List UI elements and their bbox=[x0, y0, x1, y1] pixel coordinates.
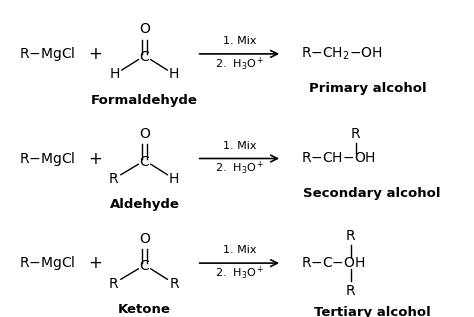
Text: C: C bbox=[140, 155, 149, 169]
Text: R$-$CH$-$OH: R$-$CH$-$OH bbox=[301, 152, 376, 165]
Text: C: C bbox=[140, 50, 149, 64]
Text: O: O bbox=[139, 23, 150, 36]
Text: R: R bbox=[109, 277, 118, 291]
Text: R$-$CH$_2$$-$OH: R$-$CH$_2$$-$OH bbox=[301, 46, 383, 62]
Text: $+$: $+$ bbox=[88, 150, 102, 167]
Text: R: R bbox=[351, 127, 360, 141]
Text: Primary alcohol: Primary alcohol bbox=[309, 82, 426, 95]
Text: 1. Mix: 1. Mix bbox=[223, 245, 256, 255]
Text: Secondary alcohol: Secondary alcohol bbox=[303, 187, 441, 200]
Text: R: R bbox=[346, 284, 356, 298]
Text: 1. Mix: 1. Mix bbox=[223, 140, 256, 151]
Text: 2.  H$_3$O$^+$: 2. H$_3$O$^+$ bbox=[215, 55, 264, 73]
Text: R: R bbox=[169, 277, 179, 291]
Text: H: H bbox=[169, 172, 179, 186]
Text: Aldehyde: Aldehyde bbox=[109, 198, 180, 211]
Text: O: O bbox=[139, 232, 150, 246]
Text: C: C bbox=[140, 259, 149, 273]
Text: O: O bbox=[139, 127, 150, 141]
Text: R$-$MgCl: R$-$MgCl bbox=[19, 254, 75, 272]
Text: R: R bbox=[109, 172, 118, 186]
Text: R$-$MgCl: R$-$MgCl bbox=[19, 150, 75, 167]
Text: R$-$C$-$OH: R$-$C$-$OH bbox=[301, 256, 365, 270]
Text: H: H bbox=[169, 68, 179, 81]
Text: R: R bbox=[346, 229, 356, 243]
Text: H: H bbox=[110, 68, 120, 81]
Text: R$-$MgCl: R$-$MgCl bbox=[19, 45, 75, 63]
Text: 2.  H$_3$O$^+$: 2. H$_3$O$^+$ bbox=[215, 160, 264, 177]
Text: $+$: $+$ bbox=[88, 254, 102, 272]
Text: $+$: $+$ bbox=[88, 45, 102, 63]
Text: Ketone: Ketone bbox=[118, 303, 171, 316]
Text: 1. Mix: 1. Mix bbox=[223, 36, 256, 46]
Text: Formaldehyde: Formaldehyde bbox=[91, 94, 198, 107]
Text: 2.  H$_3$O$^+$: 2. H$_3$O$^+$ bbox=[215, 265, 264, 282]
Text: Tertiary alcohol: Tertiary alcohol bbox=[314, 306, 430, 317]
